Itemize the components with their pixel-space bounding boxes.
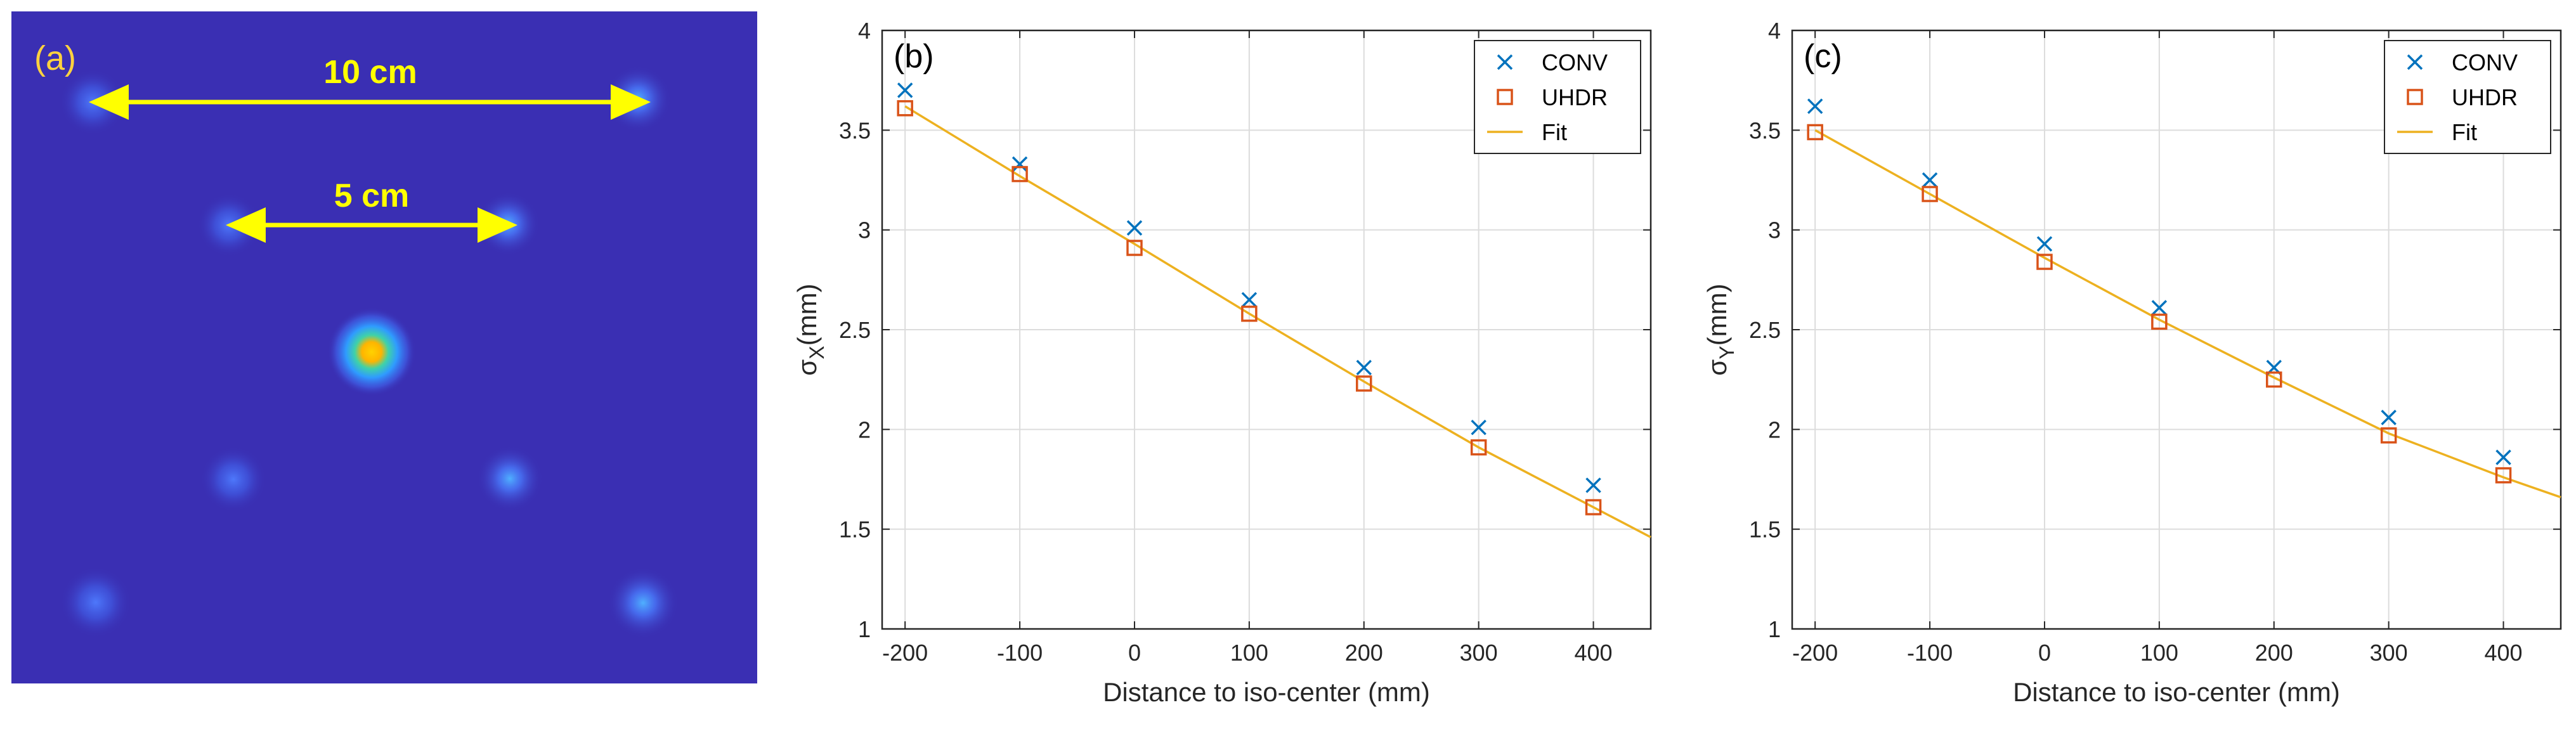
x-tick-label: 400 [2485, 640, 2523, 666]
panel-a-label: (a) [34, 39, 76, 77]
annotation-5cm: 5 cm [334, 178, 410, 214]
x-axis-ticks: -200 -100 0 100 200 300 400 [882, 30, 1613, 666]
panel-c-label: (c) [1804, 38, 1842, 75]
y-tick-label: 1.5 [1749, 517, 1781, 543]
uhdr-point [1241, 306, 1258, 322]
uhdr-point [1922, 186, 1938, 202]
x-tick-label: 100 [1230, 640, 1268, 666]
chart-grid [882, 30, 1651, 630]
uhdr-point [2151, 313, 2168, 330]
conv-point [1241, 292, 1258, 308]
uhdr-point [2380, 427, 2397, 444]
legend-conv-swatch [1497, 54, 1513, 70]
conv-point [2151, 300, 2168, 316]
beam-spot [60, 567, 131, 638]
y-tick-label: 3.5 [1749, 117, 1781, 143]
x-tick-label: 200 [2255, 640, 2293, 666]
x-tick-label: -100 [1907, 640, 1953, 666]
uhdr-point [2495, 467, 2512, 484]
conv-point [2036, 236, 2053, 252]
beam-spot [608, 567, 679, 638]
y-tick-label: 2.5 [1749, 317, 1781, 343]
conv-point [2495, 450, 2511, 465]
sigma-x-chart: -200 -100 0 100 200 300 400 1 1.5 2 2.5 3 3.5 4 Dist… [792, 18, 1652, 707]
uhdr-point [2266, 371, 2282, 388]
y-tick-label: 3 [1768, 217, 1781, 243]
x-tick-label: 400 [1575, 640, 1613, 666]
fit-series [1814, 129, 2561, 498]
uhdr-point [1012, 165, 1028, 183]
y-axis-ticks: 1 1.5 2 2.5 3 3.5 4 [1749, 18, 2561, 642]
annotation-10cm: 10 cm [323, 54, 417, 91]
x-tick-label: 0 [2038, 640, 2051, 666]
y-tick-label: 1.5 [839, 517, 871, 543]
conv-point [2381, 410, 2397, 425]
legend-label: Fit [1542, 119, 1567, 145]
beam-spot-center [327, 307, 416, 396]
conv-point [1126, 220, 1143, 236]
conv-point [1471, 419, 1486, 436]
legend-conv-swatch [2407, 54, 2423, 70]
x-tick-label: 100 [2140, 640, 2178, 666]
uhdr-point [1126, 240, 1143, 256]
y-axis-ticks: 1 1.5 2 2.5 3 3.5 4 [839, 18, 1651, 642]
y-tick-label: 2 [858, 417, 871, 443]
uhdr-point [1356, 375, 1372, 392]
y-tick-label: 1 [1768, 616, 1781, 642]
uhdr-point [1470, 439, 1487, 456]
legend-uhdr-swatch [1497, 89, 1513, 105]
y-tick-label: 2.5 [839, 317, 871, 343]
uhdr-point [897, 100, 913, 117]
y-axis-label: σX(mm) [792, 283, 828, 375]
conv-point [1922, 172, 1938, 188]
y-tick-label: 3.5 [839, 117, 871, 143]
conv-point [1012, 156, 1028, 172]
y-tick-label: 4 [858, 18, 871, 44]
uhdr-point [1807, 124, 1823, 141]
beam-spot-image: (a) 10 cm 5 cm [11, 11, 757, 683]
x-tick-label: 300 [1460, 640, 1498, 666]
x-axis-ticks: -200 -100 0 100 200 300 400 [1792, 30, 2523, 666]
legend-label: UHDR [1542, 84, 1608, 110]
legend-uhdr-swatch [2407, 89, 2423, 105]
marker-series [1807, 98, 2512, 484]
x-axis-label: Distance to iso-center (mm) [1103, 677, 1430, 707]
y-tick-label: 3 [858, 217, 871, 243]
x-axis-label: Distance to iso-center (mm) [2013, 677, 2340, 707]
y-tick-label: 1 [858, 616, 871, 642]
legend-label: CONV [2452, 49, 2518, 75]
x-tick-label: 200 [1345, 640, 1383, 666]
panel-b-label: (b) [894, 38, 934, 75]
beam-spot [200, 446, 266, 512]
legend-label: UHDR [2452, 84, 2518, 110]
conv-point [1585, 477, 1601, 493]
y-tick-label: 2 [1768, 417, 1781, 443]
beam-spot-image-svg: (a) 10 cm 5 cm [34, 39, 679, 638]
uhdr-point [2036, 254, 2053, 270]
y-axis-label: σY(mm) [1702, 283, 1738, 375]
beam-spot [477, 446, 543, 512]
x-tick-label: 300 [2370, 640, 2408, 666]
x-tick-label: -100 [997, 640, 1043, 666]
chart-legend: CONV UHDR Fit [2384, 40, 2551, 154]
uhdr-point [1585, 499, 1602, 515]
conv-point [1356, 359, 1372, 376]
sigma-y-chart: -200 -100 0 100 200 300 400 1 1.5 2 2.5 3 3.5 4 Dist… [1702, 18, 2562, 707]
beam-spot [605, 66, 671, 132]
fit-line [1814, 129, 2561, 498]
x-tick-label: 0 [1128, 640, 1141, 666]
marker-series [897, 82, 1602, 515]
x-tick-label: -200 [1792, 640, 1838, 666]
chart-legend: CONV UHDR Fit [1474, 40, 1641, 154]
legend-label: Fit [2452, 119, 2477, 145]
conv-point [1807, 98, 1823, 114]
x-tick-label: -200 [882, 640, 928, 666]
fit-series [904, 105, 1651, 538]
fit-line [904, 105, 1651, 538]
conv-point [897, 82, 913, 98]
legend-label: CONV [1542, 49, 1608, 75]
y-tick-label: 4 [1768, 18, 1781, 44]
